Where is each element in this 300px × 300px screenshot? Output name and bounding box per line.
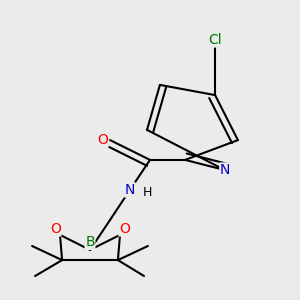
Text: O: O: [50, 222, 61, 236]
Text: H: H: [143, 186, 153, 200]
Text: O: O: [119, 222, 130, 236]
Text: N: N: [125, 183, 135, 197]
Text: Cl: Cl: [208, 33, 222, 47]
Text: B: B: [85, 236, 95, 249]
Text: O: O: [97, 133, 108, 147]
Text: N: N: [220, 163, 230, 177]
